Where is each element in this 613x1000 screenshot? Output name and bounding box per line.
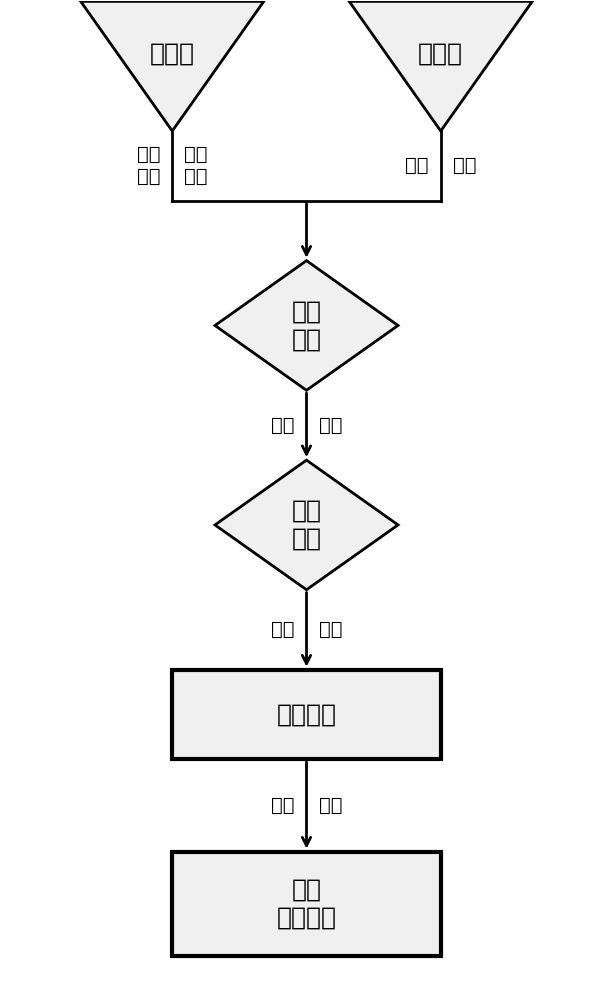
Text: 溶解: 溶解 [453,156,476,175]
Polygon shape [215,261,398,390]
Text: 酸洗
碱洗: 酸洗 碱洗 [185,145,208,186]
Text: 静置: 静置 [271,620,294,639]
Polygon shape [81,1,264,131]
Text: 干燥: 干燥 [271,796,294,815]
Text: 加入: 加入 [271,416,294,435]
FancyBboxPatch shape [172,670,441,759]
Text: 复合粉末: 复合粉末 [276,702,337,726]
Text: 碳化硅: 碳化硅 [150,41,195,65]
Text: 超声
混合: 超声 混合 [292,300,321,351]
Text: 清洗: 清洗 [319,620,342,639]
FancyBboxPatch shape [172,852,441,956]
Text: 制备
碳纳米管: 制备 碳纳米管 [276,878,337,930]
Polygon shape [215,460,398,590]
Text: 高温
氧化: 高温 氧化 [137,145,160,186]
Text: 搅拌: 搅拌 [405,156,428,175]
Text: 弱碱: 弱碱 [319,416,342,435]
Polygon shape [349,1,532,131]
Text: 醋酸镍: 醋酸镍 [418,41,463,65]
Text: 机械
搅拌: 机械 搅拌 [292,499,321,551]
Text: 还原: 还原 [319,796,342,815]
